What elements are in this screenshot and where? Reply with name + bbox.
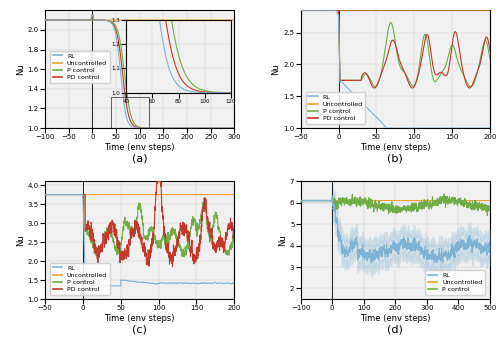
X-axis label: Time (env steps): Time (env steps) bbox=[104, 143, 175, 152]
Y-axis label: Nu: Nu bbox=[278, 234, 287, 246]
X-axis label: Time (env steps): Time (env steps) bbox=[360, 143, 430, 152]
Text: (c): (c) bbox=[132, 324, 147, 334]
Y-axis label: Nu: Nu bbox=[272, 63, 280, 75]
Bar bbox=[112, 97, 149, 128]
Y-axis label: Nu: Nu bbox=[16, 234, 24, 246]
X-axis label: Time (env steps): Time (env steps) bbox=[104, 314, 175, 323]
Legend: RL, Uncontrolled, P control, PD control: RL, Uncontrolled, P control, PD control bbox=[50, 263, 110, 295]
Legend: RL, Uncontrolled, P control, PD control: RL, Uncontrolled, P control, PD control bbox=[50, 51, 110, 83]
Legend: RL, Uncontrolled, P control: RL, Uncontrolled, P control bbox=[426, 270, 485, 295]
X-axis label: Time (env steps): Time (env steps) bbox=[360, 314, 430, 323]
Legend: RL, Uncontrolled, P control, PD control: RL, Uncontrolled, P control, PD control bbox=[306, 92, 365, 124]
Text: (d): (d) bbox=[388, 324, 404, 334]
Text: (b): (b) bbox=[388, 153, 403, 163]
Text: (a): (a) bbox=[132, 153, 148, 163]
Y-axis label: Nu: Nu bbox=[16, 63, 24, 75]
